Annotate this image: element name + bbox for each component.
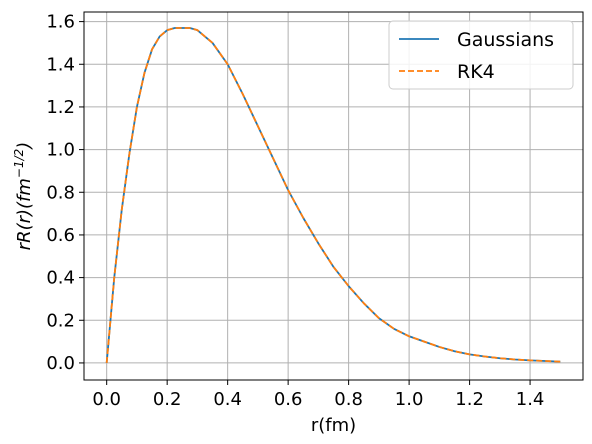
x-tick-label: 0.2: [153, 389, 182, 410]
plot-frame: [83, 11, 584, 381]
y-axis-label-base: rR(r)(fm: [14, 178, 35, 250]
legend: Gaussians RK4: [388, 20, 574, 90]
x-tick-label: 0.0: [92, 389, 121, 410]
y-axis-label-exponent: −1/2: [12, 149, 26, 178]
y-tick-label: 1.6: [46, 12, 75, 33]
x-axis-label: r(fm): [311, 415, 356, 436]
y-tick-label: 0.8: [46, 182, 75, 203]
series-lines: [105, 27, 561, 364]
x-tick-label: 0.8: [334, 389, 363, 410]
x-tick-label: 0.6: [274, 389, 303, 410]
series-line-rk4: [105, 27, 561, 364]
y-tick-label: 1.2: [46, 97, 75, 118]
y-axis-label-close: ): [14, 142, 35, 151]
x-tick-label: 0.4: [213, 389, 242, 410]
y-tick-label: 1.4: [46, 54, 75, 75]
y-tick-label: 0.4: [46, 268, 75, 289]
x-tick-label: 1.2: [455, 389, 484, 410]
x-tick-label: 1.4: [516, 389, 545, 410]
y-tick-label: 0.6: [46, 225, 75, 246]
legend-box: [388, 20, 574, 90]
legend-label-gaussians: Gaussians: [457, 29, 554, 51]
legend-label-rk4: RK4: [457, 61, 495, 83]
x-axis-ticks: 0.0 0.2 0.4 0.6 0.8 1.0 1.2 1.4: [92, 380, 544, 410]
x-tick-label: 1.0: [395, 389, 424, 410]
y-axis-ticks: 0.0 0.2 0.4 0.6 0.8 1.0 1.2 1.4 1.6: [46, 12, 84, 374]
y-axis-label: rR(r)(fm−1/2): [12, 142, 35, 251]
y-tick-label: 0.2: [46, 310, 75, 331]
y-tick-label: 1.0: [46, 140, 75, 161]
y-tick-label: 0.0: [46, 353, 75, 374]
